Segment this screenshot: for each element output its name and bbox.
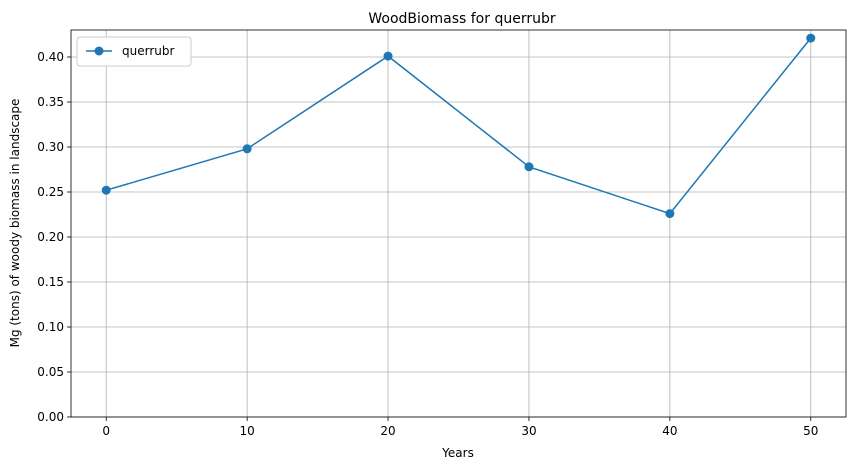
data-point [383, 51, 393, 61]
data-point [101, 185, 111, 195]
data-point [665, 209, 675, 219]
data-point [806, 33, 816, 43]
y-tick-label: 0.00 [37, 410, 64, 424]
plot-frame [70, 29, 847, 418]
data-point [524, 162, 534, 172]
chart-title: WoodBiomass for querrubr [368, 11, 555, 27]
x-tick-label: 0 [102, 424, 110, 438]
y-axis-title: Mg (tons) of woody biomass in landscape [8, 99, 22, 348]
x-tick-label: 50 [803, 424, 818, 438]
legend-box [76, 36, 192, 67]
y-tick-label: 0.15 [37, 275, 64, 289]
y-tick-label: 0.05 [37, 365, 64, 379]
y-tick-label: 0.10 [37, 320, 64, 334]
x-tick-label: 30 [521, 424, 536, 438]
x-tick-label: 20 [380, 424, 395, 438]
y-tick-label: 0.35 [37, 95, 64, 109]
y-tick-label: 0.25 [37, 185, 64, 199]
y-tick-label: 0.30 [37, 140, 64, 154]
series-layer [101, 33, 816, 219]
y-axis: 0.00 0.05 0.10 0.15 0.20 0.25 0.30 0.35 0.40 [37, 50, 71, 424]
legend: querrubr [76, 36, 192, 67]
legend-marker [94, 46, 104, 56]
x-axis: 0 10 20 30 40 50 [102, 417, 818, 438]
data-point [242, 144, 252, 154]
legend-label: querrubr [122, 44, 174, 58]
series-line [106, 37, 812, 215]
y-tick-label: 0.20 [37, 230, 64, 244]
x-tick-label: 10 [239, 424, 254, 438]
y-tick-label: 0.40 [37, 50, 64, 64]
grid-lines [71, 30, 846, 418]
x-tick-label: 40 [662, 424, 677, 438]
x-axis-title: Years [441, 446, 474, 460]
